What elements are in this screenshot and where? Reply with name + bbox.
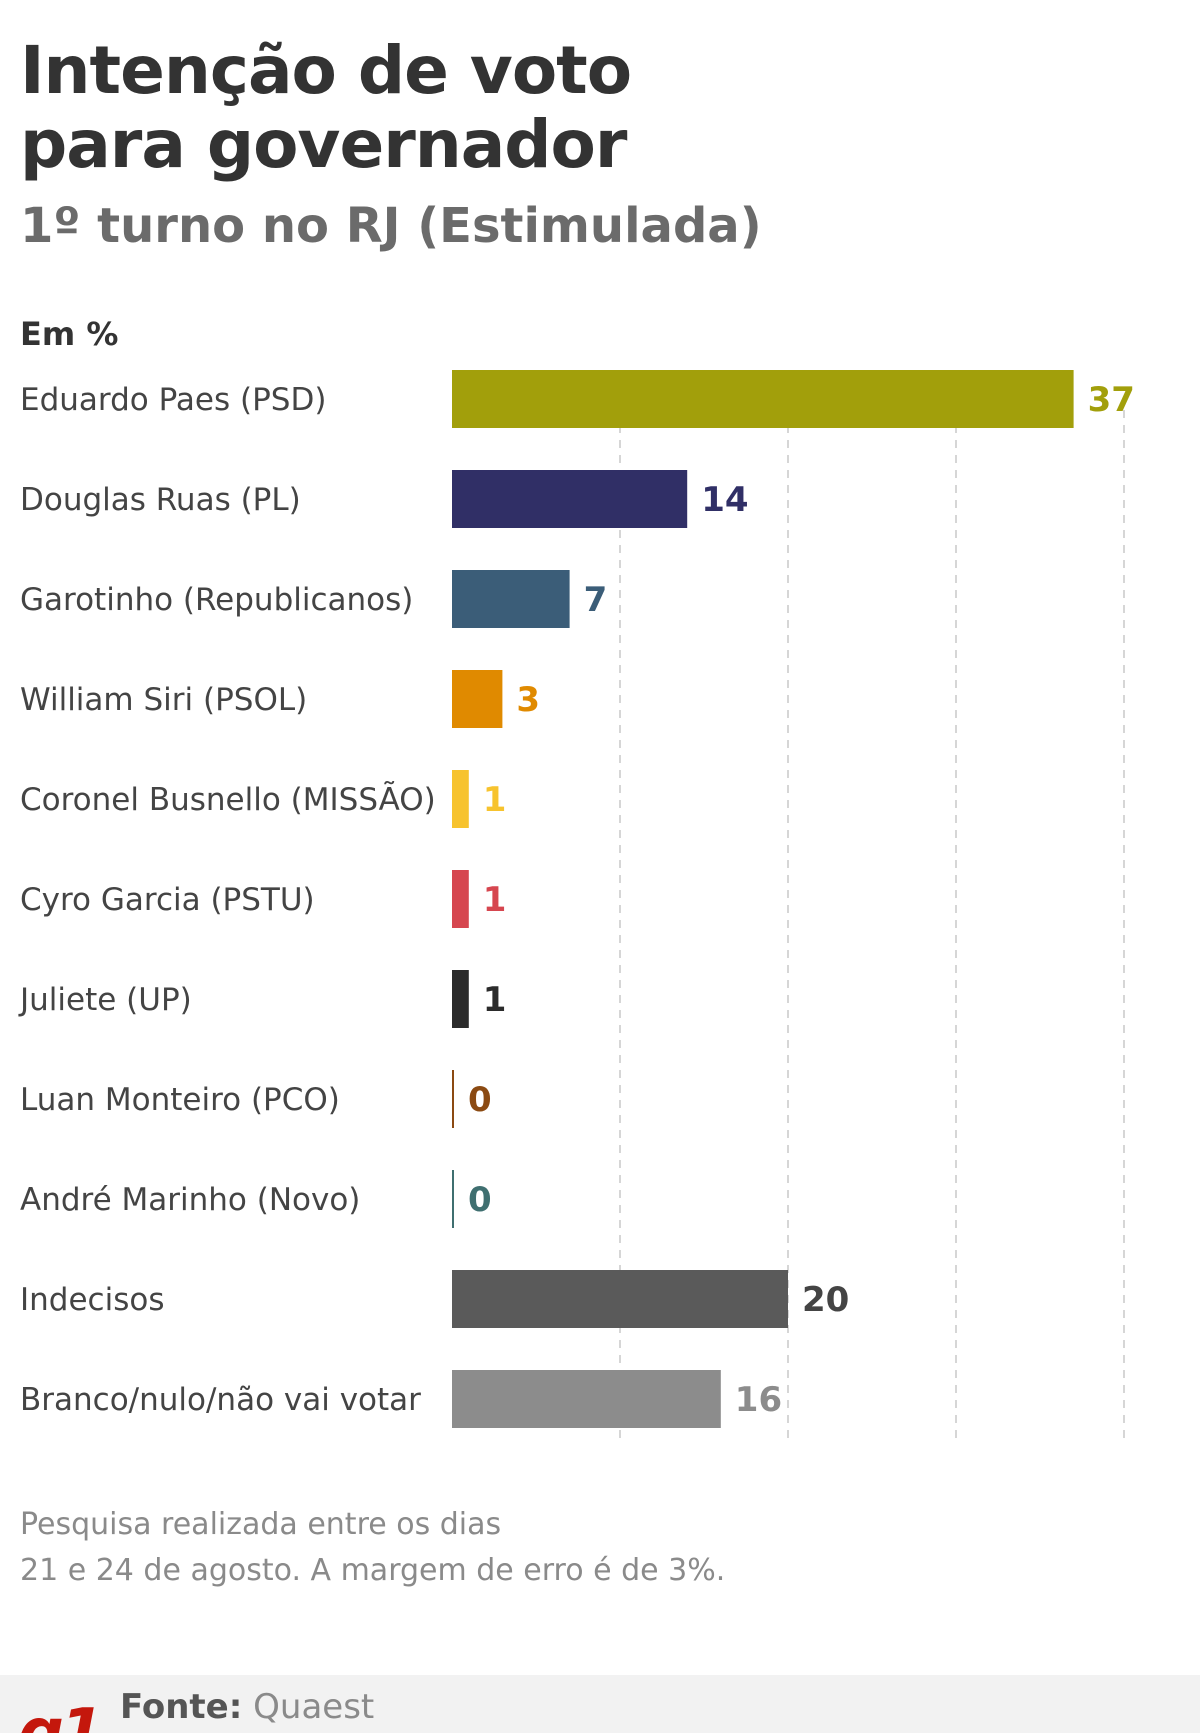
bar-10 <box>452 1370 721 1428</box>
value-label-5: 1 <box>483 880 507 920</box>
value-label-7: 0 <box>468 1080 492 1120</box>
value-label-2: 7 <box>584 580 608 620</box>
category-label-9: Indecisos <box>20 1282 164 1318</box>
bar-5 <box>452 870 469 928</box>
bar-2 <box>452 570 570 628</box>
footer: g1 Fonte: Quaest <box>0 1675 1200 1733</box>
title-line-2: para governador <box>20 106 627 183</box>
footnote-line-1: Pesquisa realizada entre os dias <box>20 1507 502 1542</box>
value-label-6: 1 <box>483 980 507 1020</box>
category-label-1: Douglas Ruas (PL) <box>20 482 301 518</box>
category-label-6: Juliete (UP) <box>18 982 192 1018</box>
chart-subtitle: 1º turno no RJ (Estimulada) <box>20 198 762 254</box>
value-label-8: 0 <box>468 1180 492 1220</box>
bar-0 <box>452 370 1074 428</box>
bar-6 <box>452 970 469 1028</box>
value-labels: 37 14 7 3 1 1 1 0 0 20 16 <box>468 380 1135 1420</box>
category-label-3: William Siri (PSOL) <box>20 682 307 718</box>
bar-9 <box>452 1270 788 1328</box>
value-label-9: 20 <box>802 1280 849 1320</box>
source-credit: Fonte: Quaest <box>120 1685 374 1729</box>
bars <box>452 370 1074 1428</box>
bar-7 <box>452 1070 454 1128</box>
footnote-line-2: 21 e 24 de agosto. A margem de erro é de… <box>20 1553 726 1588</box>
bar-8 <box>452 1170 454 1228</box>
bar-chart: Eduardo Paes (PSD) Douglas Ruas (PL) Garot… <box>18 370 1135 1438</box>
source-label: Fonte: <box>120 1687 243 1727</box>
category-label-4: Coronel Busnello (MISSÃO) <box>20 782 436 818</box>
page-title: Intenção de voto para governador <box>20 32 632 183</box>
value-label-1: 14 <box>701 480 748 520</box>
category-label-10: Branco/nulo/não vai votar <box>20 1382 421 1418</box>
value-label-0: 37 <box>1088 380 1135 420</box>
gridlines <box>619 410 1125 1438</box>
g1-logo[interactable]: g1 <box>18 1696 104 1733</box>
title-line-1: Intenção de voto <box>20 32 632 109</box>
category-labels: Eduardo Paes (PSD) Douglas Ruas (PL) Garot… <box>18 382 436 1418</box>
category-label-5: Cyro Garcia (PSTU) <box>20 882 315 918</box>
value-label-3: 3 <box>516 680 540 720</box>
category-label-2: Garotinho (Republicanos) <box>20 582 413 618</box>
bar-3 <box>452 670 503 728</box>
footnote: Pesquisa realizada entre os dias 21 e 24… <box>20 1502 1120 1594</box>
source-value: Quaest <box>253 1687 375 1727</box>
bar-4 <box>452 770 469 828</box>
bar-1 <box>452 470 688 528</box>
value-label-10: 16 <box>735 1380 782 1420</box>
value-label-4: 1 <box>483 780 507 820</box>
category-label-7: Luan Monteiro (PCO) <box>20 1082 340 1118</box>
unit-label: Em % <box>20 315 119 353</box>
category-label-8: André Marinho (Novo) <box>20 1182 360 1218</box>
category-label-0: Eduardo Paes (PSD) <box>20 382 326 418</box>
